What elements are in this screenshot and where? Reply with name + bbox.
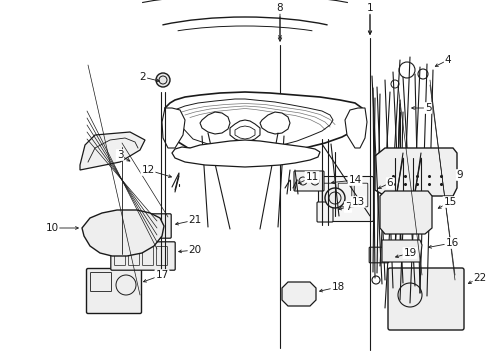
Text: 1: 1	[366, 3, 372, 13]
Polygon shape	[379, 191, 431, 234]
FancyBboxPatch shape	[387, 268, 463, 330]
Polygon shape	[282, 282, 315, 306]
Text: 21: 21	[188, 215, 201, 225]
Text: 17: 17	[155, 270, 168, 280]
FancyBboxPatch shape	[86, 269, 141, 314]
Polygon shape	[200, 112, 229, 134]
Polygon shape	[162, 108, 184, 148]
Text: 2: 2	[140, 72, 146, 82]
FancyBboxPatch shape	[119, 214, 171, 238]
Ellipse shape	[257, 112, 292, 134]
Text: 6: 6	[386, 178, 392, 188]
FancyBboxPatch shape	[316, 202, 332, 222]
Text: 12: 12	[141, 165, 154, 175]
Text: 10: 10	[45, 223, 59, 233]
Text: 22: 22	[472, 273, 486, 283]
Text: 9: 9	[456, 170, 462, 180]
Text: 11: 11	[305, 172, 318, 182]
Text: 13: 13	[351, 197, 364, 207]
Polygon shape	[80, 132, 145, 170]
Text: 3: 3	[117, 150, 123, 160]
Ellipse shape	[197, 112, 232, 134]
Polygon shape	[345, 108, 366, 148]
Polygon shape	[260, 112, 289, 134]
Text: 8: 8	[276, 3, 283, 13]
Text: 14: 14	[347, 175, 361, 185]
Text: 16: 16	[445, 238, 458, 248]
Polygon shape	[374, 148, 456, 196]
Text: 15: 15	[443, 197, 456, 207]
Text: 7: 7	[344, 202, 350, 212]
Circle shape	[156, 73, 170, 87]
Polygon shape	[229, 120, 260, 142]
Circle shape	[325, 188, 345, 208]
FancyBboxPatch shape	[293, 171, 324, 191]
FancyBboxPatch shape	[368, 247, 388, 263]
Polygon shape	[164, 92, 364, 155]
Polygon shape	[381, 240, 421, 262]
Polygon shape	[172, 140, 319, 167]
FancyBboxPatch shape	[318, 176, 373, 221]
Text: 20: 20	[188, 245, 201, 255]
FancyBboxPatch shape	[111, 242, 175, 270]
Text: 4: 4	[444, 55, 450, 65]
Polygon shape	[82, 210, 163, 256]
Text: 19: 19	[403, 248, 416, 258]
Text: 5: 5	[424, 103, 430, 113]
Text: 18: 18	[331, 282, 344, 292]
